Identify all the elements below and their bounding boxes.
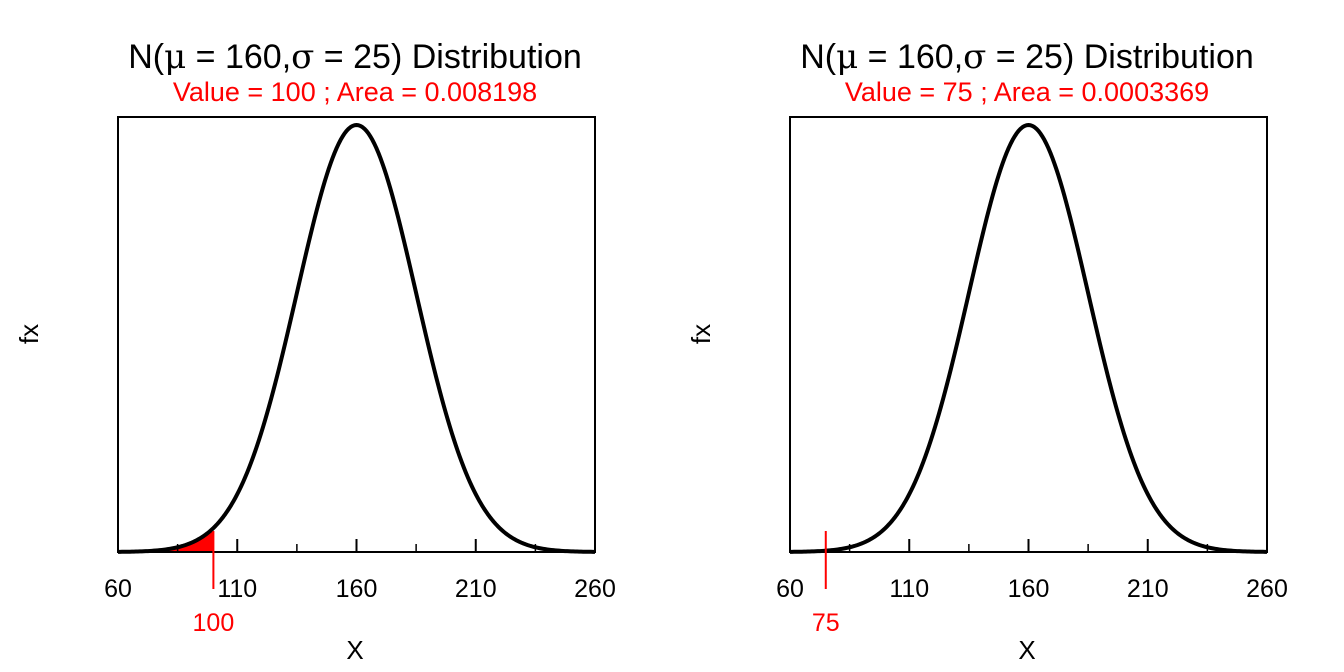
plot-frame	[789, 116, 1268, 553]
x-tick-label: 110	[217, 575, 257, 603]
x-tick-label: 160	[336, 575, 378, 603]
chart-subtitle: Value = 100 ; Area = 0.008198	[173, 77, 537, 107]
x-tick-label: 260	[574, 575, 616, 603]
x-tick-label: 210	[1127, 575, 1169, 603]
chart-title: N(μ = 160,σ = 25) Distribution	[800, 37, 1254, 77]
chart-title: N(μ = 160,σ = 25) Distribution	[128, 37, 582, 77]
density-curve	[789, 123, 1268, 554]
x-axis-label: X	[1018, 635, 1035, 665]
x-tick-label: 60	[776, 575, 804, 603]
value-marker-label: 75	[812, 609, 840, 637]
chart-panel-1: N(μ = 160,σ = 25) Distribution Value = 1…	[14, 37, 616, 665]
y-axis-label: fx	[14, 324, 44, 344]
x-tick-label: 260	[1246, 575, 1288, 603]
x-axis-ticks: 60 110 160 210 260	[104, 539, 616, 603]
x-tick-label: 110	[889, 575, 929, 603]
chart-panel-2: N(μ = 160,σ = 25) Distribution Value = 7…	[686, 37, 1288, 665]
chart-subtitle: Value = 75 ; Area = 0.0003369	[845, 77, 1209, 107]
shaded-area	[118, 528, 214, 552]
x-tick-label: 160	[1008, 575, 1050, 603]
plot-frame	[117, 116, 596, 553]
x-axis-ticks: 60 110 160 210 260	[776, 539, 1288, 603]
x-tick-label: 210	[455, 575, 497, 603]
y-axis-label: fx	[686, 324, 716, 344]
x-axis-label: X	[346, 635, 363, 665]
density-curve	[117, 123, 596, 554]
value-marker-label: 100	[193, 609, 235, 637]
x-tick-label: 60	[104, 575, 132, 603]
